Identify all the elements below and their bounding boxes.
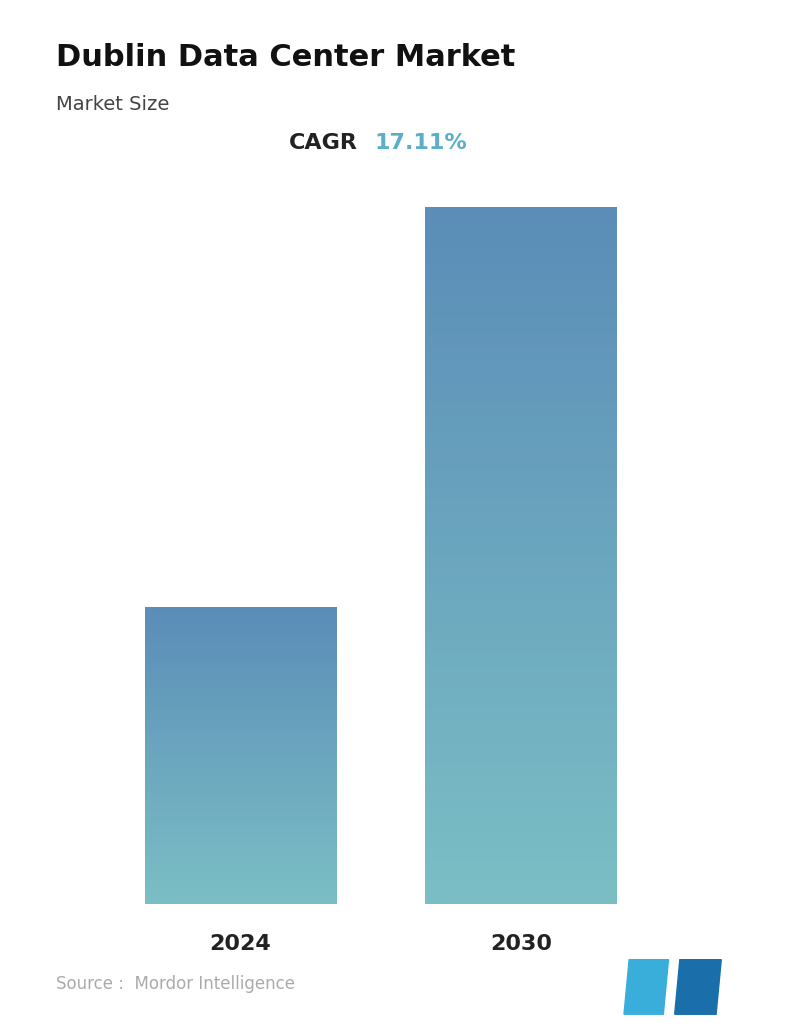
Text: 2024: 2024 — [209, 934, 271, 953]
Text: 2030: 2030 — [490, 934, 552, 953]
Text: 17.11%: 17.11% — [374, 132, 467, 153]
Polygon shape — [675, 960, 721, 1014]
Text: Market Size: Market Size — [56, 95, 169, 114]
Text: CAGR: CAGR — [289, 132, 358, 153]
Text: Dublin Data Center Market: Dublin Data Center Market — [56, 43, 515, 72]
Polygon shape — [624, 960, 669, 1014]
Text: Source :  Mordor Intelligence: Source : Mordor Intelligence — [56, 975, 295, 994]
